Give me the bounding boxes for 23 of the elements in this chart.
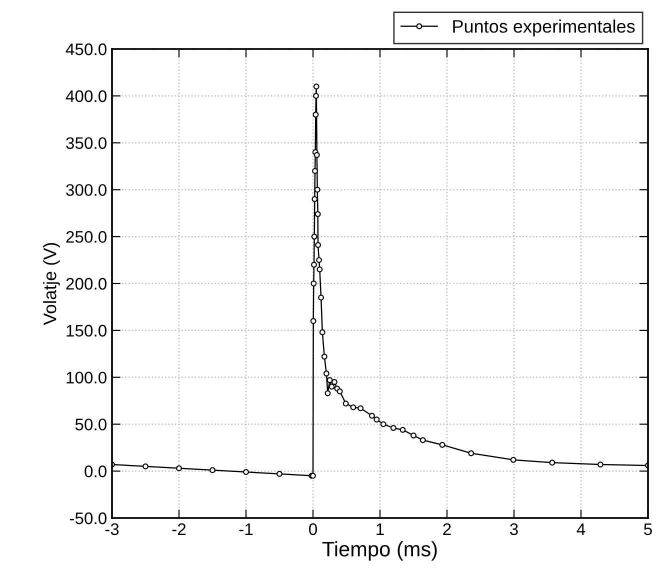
y-tick-label: 250.0 [66, 231, 106, 243]
y-tick-label: 450.0 [66, 43, 106, 56]
x-tick-label: 1 [376, 523, 384, 535]
x-axis-title: Tiempo (ms) [322, 541, 437, 561]
x-tick-label: -1 [239, 523, 253, 535]
y-tick-label: 50.0 [75, 418, 106, 430]
x-tick-label: -2 [172, 523, 186, 535]
y-tick-label: 400.0 [66, 90, 106, 102]
x-tick-label: -3 [105, 523, 119, 536]
x-tick-label: 5 [644, 523, 652, 536]
y-tick-label: -50.0 [70, 512, 106, 524]
x-tick-label: 4 [576, 523, 586, 535]
y-axis-title: Volatje (V) [43, 242, 60, 326]
y-tick-label: 200.0 [66, 278, 106, 290]
x-tick-label: 0 [309, 523, 317, 536]
y-tick-label: 100.0 [66, 372, 106, 384]
x-tick-label: 2 [443, 523, 451, 535]
y-tick-label: 350.0 [66, 137, 106, 150]
y-tick-label: 0.0 [84, 466, 106, 478]
y-tick-label: 150.0 [66, 324, 106, 337]
y-tick-label: 300.0 [66, 184, 106, 196]
legend-label: Puntos experimentales [453, 20, 635, 36]
x-tick-label: 3 [510, 523, 518, 536]
